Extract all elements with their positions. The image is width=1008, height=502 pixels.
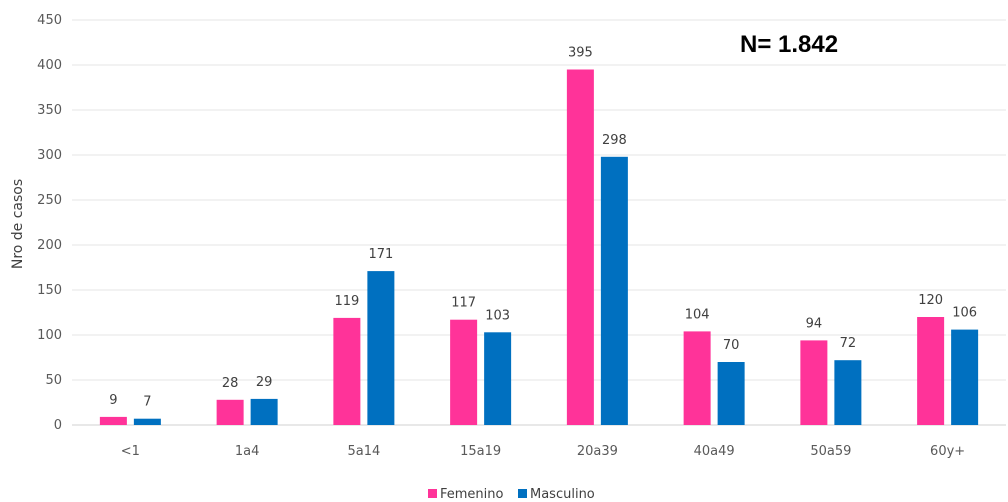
gridlines	[72, 19, 1006, 426]
data-label: 28	[222, 376, 239, 391]
data-label: 106	[952, 306, 977, 321]
bar-femenino-3	[450, 319, 478, 425]
y-axis-label: Nro de casos	[10, 179, 26, 269]
bar-masculino-7	[951, 329, 979, 425]
bar-masculino-4	[600, 156, 628, 426]
bar-masculino-0	[133, 418, 161, 425]
data-label: 117	[451, 296, 476, 311]
bar-masculino-3	[484, 332, 512, 425]
x-tick-label: 20a39	[577, 444, 618, 459]
x-tick-label: 60y+	[930, 444, 965, 459]
y-tick-label: 0	[54, 418, 62, 433]
data-label: 104	[685, 307, 710, 322]
bar-masculino-2	[367, 271, 395, 425]
bar-masculino-1	[250, 398, 278, 425]
bar-masculino-5	[717, 362, 745, 425]
data-label: 9	[109, 393, 117, 408]
y-tick-label: 400	[37, 58, 62, 73]
data-label: 72	[840, 336, 857, 351]
bar-masculino-6	[834, 360, 862, 425]
data-label: 70	[723, 338, 740, 353]
data-label: 171	[368, 247, 393, 262]
legend-label-femenino: Femenino	[440, 487, 504, 502]
legend-swatch-masculino	[518, 489, 527, 498]
data-label: 7	[143, 395, 151, 410]
legend: Femenino Masculino	[428, 487, 595, 502]
bar-femenino-7	[917, 317, 945, 425]
legend-swatch-femenino	[428, 489, 437, 498]
x-tick-label: 50a59	[810, 444, 851, 459]
y-tick-label: 250	[37, 193, 62, 208]
bars	[99, 69, 979, 426]
y-axis-ticks: 0 50 100 150 200 250 300 350 400 450	[37, 13, 62, 433]
y-tick-label: 200	[37, 238, 62, 253]
data-label: 119	[334, 294, 359, 309]
y-tick-label: 100	[37, 328, 62, 343]
y-tick-label: 50	[45, 373, 62, 388]
bar-femenino-4	[566, 69, 594, 425]
bar-femenino-5	[683, 331, 711, 425]
x-tick-label: 15a19	[460, 444, 501, 459]
data-label: 298	[602, 133, 627, 148]
sample-size-annotation: N= 1.842	[740, 31, 838, 58]
y-tick-label: 150	[37, 283, 62, 298]
bar-femenino-1	[216, 399, 244, 425]
data-label: 94	[806, 316, 823, 331]
data-label: 395	[568, 46, 593, 61]
data-label: 103	[485, 308, 510, 323]
x-axis-ticks: <1 1a4 5a14 15a19 20a39 40a49 50a59 60y+	[121, 444, 965, 459]
legend-label-masculino: Masculino	[530, 487, 595, 502]
y-tick-label: 350	[37, 103, 62, 118]
x-tick-label: 40a49	[694, 444, 735, 459]
y-tick-label: 300	[37, 148, 62, 163]
bar-femenino-2	[333, 317, 361, 425]
data-label: 120	[918, 293, 943, 308]
y-tick-label: 450	[37, 13, 62, 28]
x-tick-label: <1	[121, 444, 140, 459]
bar-femenino-6	[800, 340, 828, 425]
x-tick-label: 1a4	[235, 444, 260, 459]
x-tick-label: 5a14	[347, 444, 380, 459]
data-labels: 9 7 28 29 119 171 117 103 395 298 104 70 94 72 120 106	[109, 46, 977, 410]
data-label: 29	[256, 375, 273, 390]
bar-femenino-0	[99, 416, 127, 425]
